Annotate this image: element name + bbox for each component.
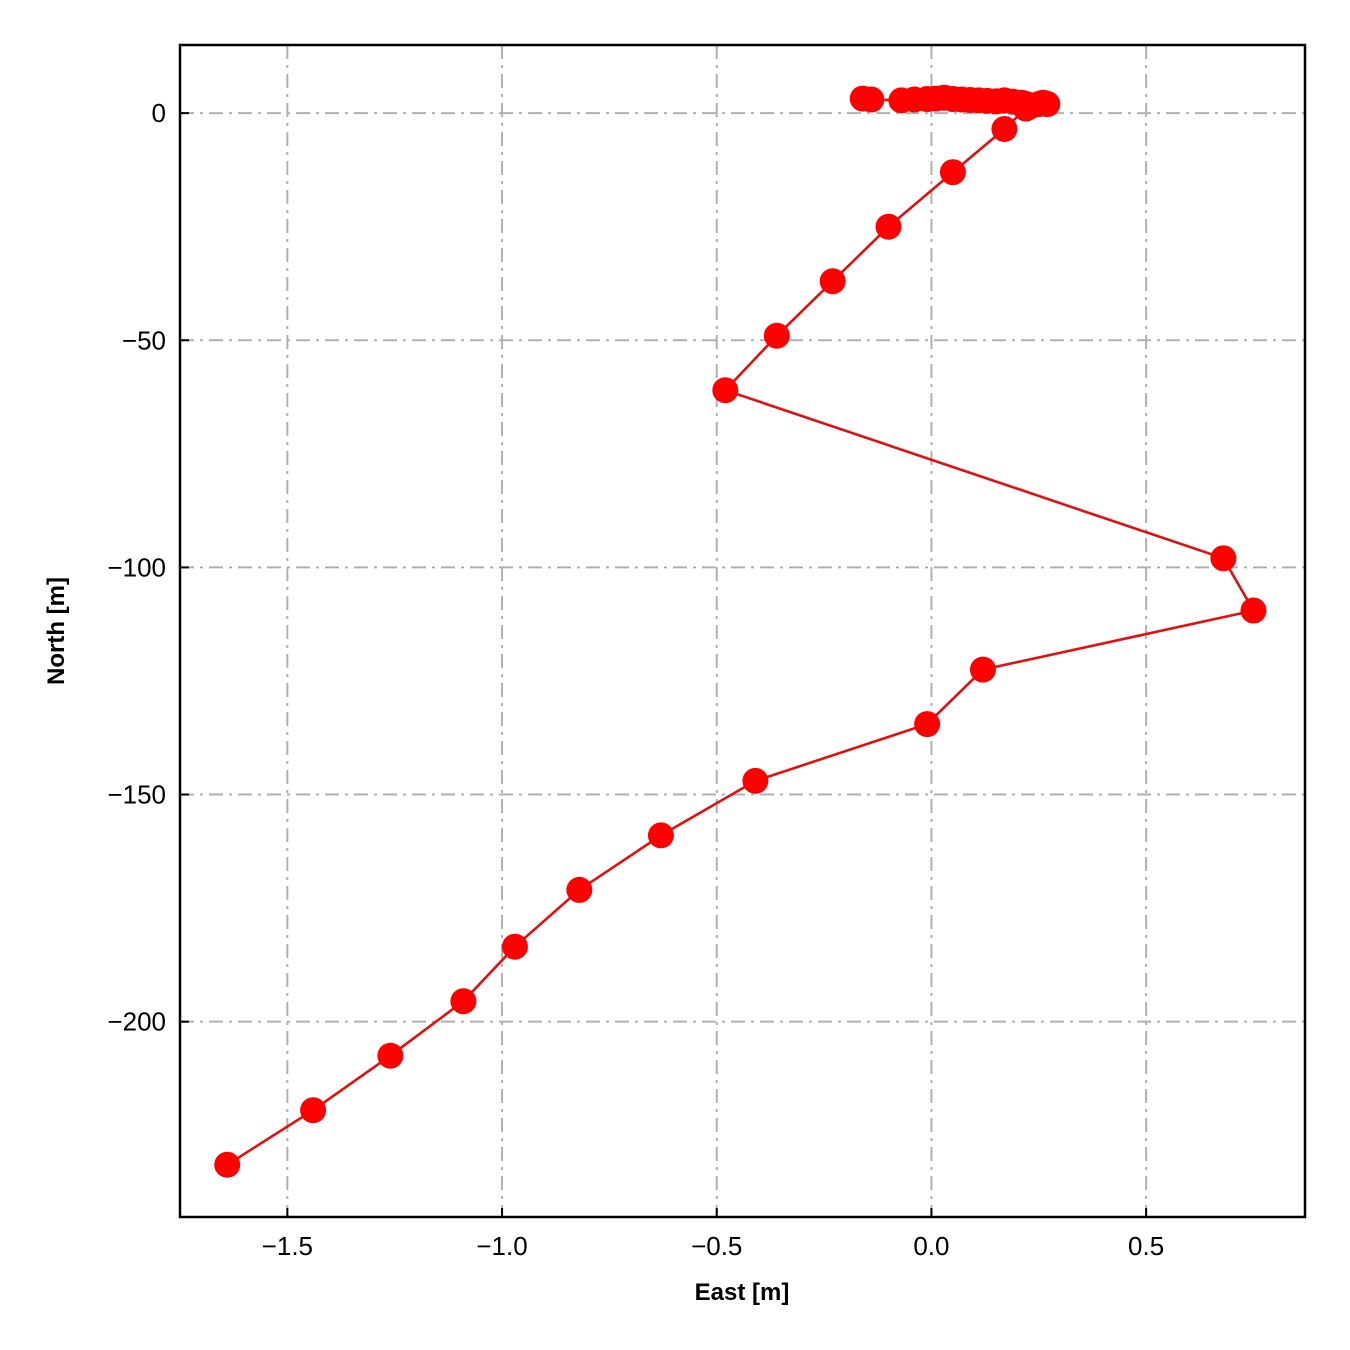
data-point <box>1210 545 1237 572</box>
data-point <box>763 322 790 349</box>
data-point <box>742 767 769 794</box>
data-point <box>300 1097 327 1124</box>
y-axis-title: North [m] <box>43 577 70 685</box>
x-tick-label: −1.0 <box>476 1231 527 1261</box>
y-tick-label: 0 <box>152 98 166 128</box>
x-axis-title: East [m] <box>695 1279 790 1306</box>
x-tick-label: −1.5 <box>262 1231 313 1261</box>
y-tick-label: −100 <box>107 552 166 582</box>
data-point <box>1240 597 1267 624</box>
data-point <box>712 377 739 404</box>
data-point <box>991 116 1018 143</box>
data-point <box>1012 95 1039 122</box>
y-tick-label: −200 <box>107 1007 166 1037</box>
data-point <box>819 268 846 295</box>
plot-frame <box>178 43 1307 1219</box>
data-point <box>969 656 996 683</box>
y-tick-label: −50 <box>122 325 166 355</box>
data-point <box>647 822 674 849</box>
x-tick-label: −0.5 <box>691 1231 742 1261</box>
x-tick-label: 0.5 <box>1128 1231 1164 1261</box>
grid-lines <box>180 45 1305 1217</box>
x-tick-label: 0.0 <box>913 1231 949 1261</box>
data-point <box>1034 91 1061 118</box>
data-series <box>214 84 1267 1178</box>
data-point <box>214 1151 241 1178</box>
data-point <box>566 876 593 903</box>
axis-ticks: −1.5 −1.0 −0.5 0.0 0.5 0 −50 −100 −150 −200 <box>107 98 1164 1261</box>
series-line <box>226 96 1256 1166</box>
data-point <box>450 988 477 1015</box>
data-point <box>858 86 885 113</box>
data-point <box>939 159 966 186</box>
data-point <box>501 933 528 960</box>
data-point <box>914 711 941 738</box>
data-point <box>377 1042 404 1069</box>
data-point <box>875 213 902 240</box>
y-tick-label: −150 <box>107 780 166 810</box>
